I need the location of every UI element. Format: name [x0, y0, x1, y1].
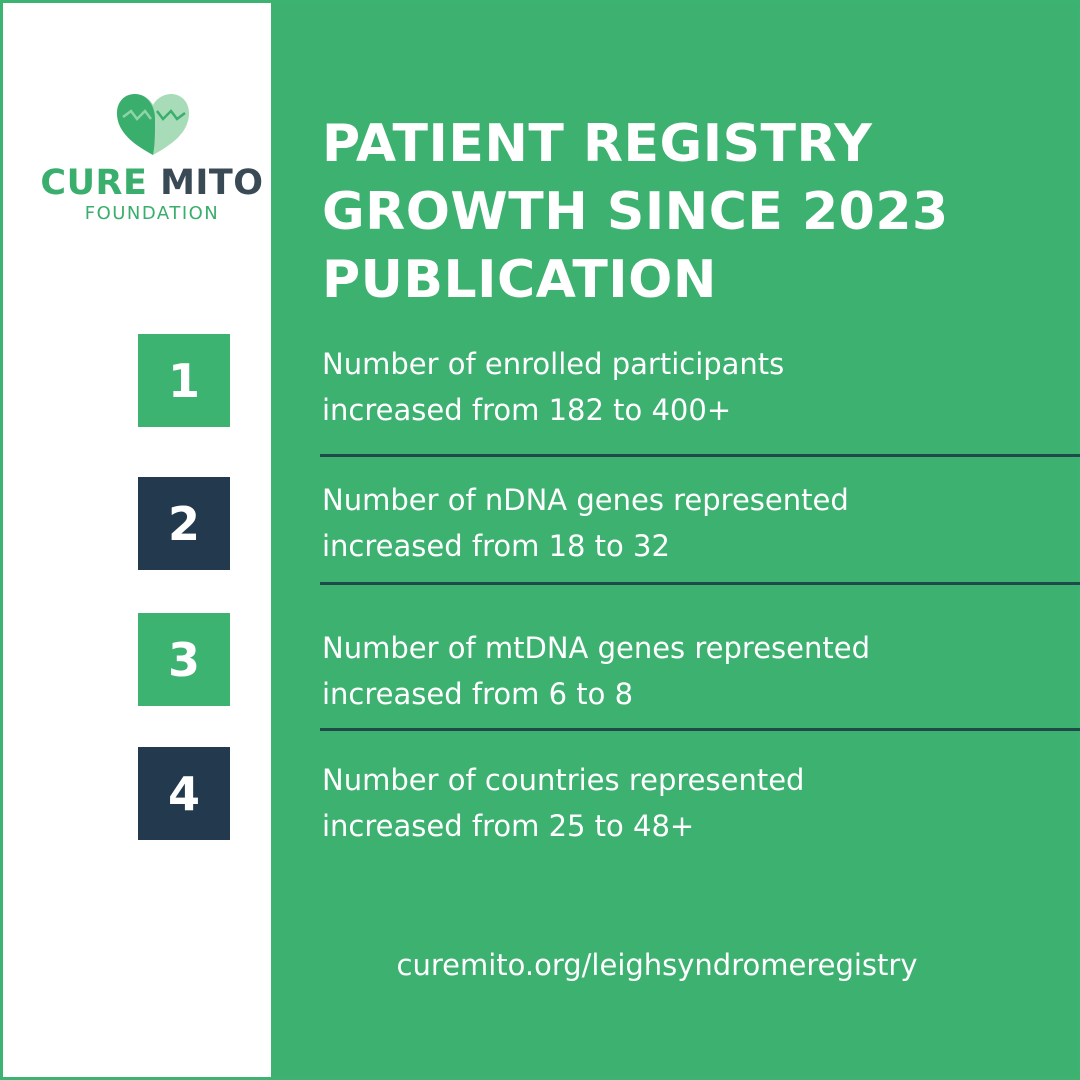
item-number-badge-1: 1 — [138, 334, 230, 427]
list-item-4: Number of countries represented increase… — [322, 757, 1022, 849]
divider-1 — [320, 454, 1080, 457]
divider-3 — [320, 728, 1080, 731]
divider-2 — [320, 582, 1080, 585]
list-item-4-line-2: increased from 25 to 48+ — [322, 809, 695, 843]
item-number-badge-2: 2 — [138, 477, 230, 570]
left-panel: CURE MITO FOUNDATION — [3, 3, 271, 1077]
brand-subtitle: FOUNDATION — [84, 203, 220, 224]
list-item-1-line-1: Number of enrolled participants — [322, 347, 785, 381]
heart-logo-icon — [117, 93, 189, 155]
title-line-2: GROWTH SINCE 2023 — [322, 182, 949, 242]
title-line-1: PATIENT REGISTRY — [322, 114, 873, 174]
cure-mito-logo: CURE MITO FOUNDATION — [37, 89, 267, 229]
list-item-2: Number of nDNA genes represented increas… — [322, 477, 1022, 569]
list-item-3: Number of mtDNA genes represented increa… — [322, 625, 1022, 717]
list-item-1: Number of enrolled participants increase… — [322, 341, 1022, 433]
item-number-badge-4: 4 — [138, 747, 230, 840]
footer-url-link[interactable]: curemito.org/leighsyndromeregistry — [396, 948, 918, 982]
title-line-3: PUBLICATION — [322, 250, 717, 310]
list-item-2-line-1: Number of nDNA genes represented — [322, 483, 849, 517]
page-title: PATIENT REGISTRY GROWTH SINCE 2023 PUBLI… — [322, 110, 1042, 314]
list-item-3-line-2: increased from 6 to 8 — [322, 677, 634, 711]
brand-name-cure: CURE — [40, 163, 148, 203]
list-item-1-line-2: increased from 182 to 400+ — [322, 393, 732, 427]
brand-name: CURE MITO — [37, 163, 267, 203]
brand-name-mito: MITO — [160, 163, 264, 203]
list-item-2-line-2: increased from 18 to 32 — [322, 529, 670, 563]
list-item-3-line-1: Number of mtDNA genes represented — [322, 631, 870, 665]
list-item-4-line-1: Number of countries represented — [322, 763, 805, 797]
item-number-badge-3: 3 — [138, 613, 230, 706]
